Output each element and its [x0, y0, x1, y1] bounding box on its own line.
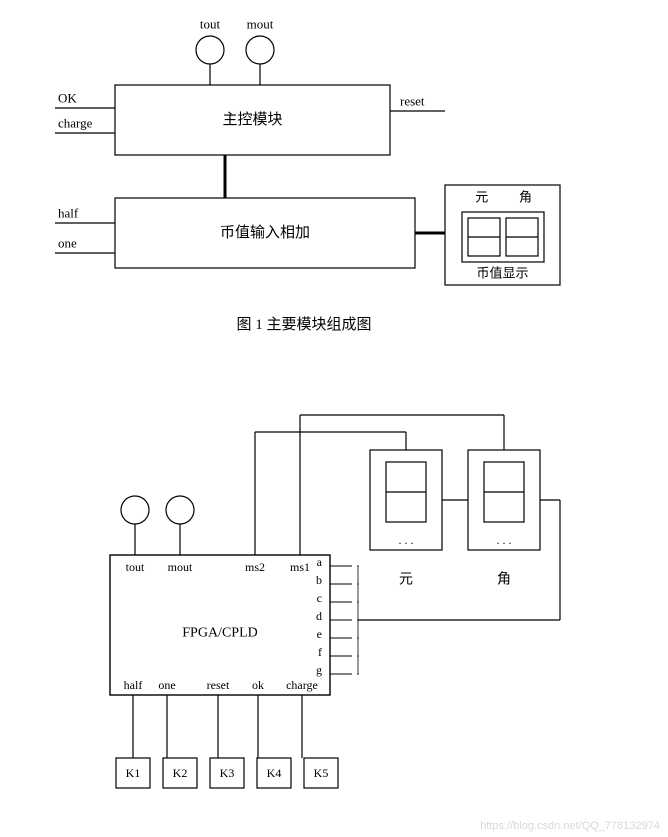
display-dots-jiao: . . .: [497, 533, 512, 547]
display-label-yuan: 元: [399, 573, 413, 588]
pin-charge: charge: [58, 116, 93, 131]
pin-OK: OK: [58, 91, 77, 106]
pin-reset: reset: [400, 94, 425, 109]
chip-pin-c: c: [317, 591, 322, 605]
watermark: https://blog.csdn.net/QQ_778132974: [480, 820, 660, 832]
button-label-K4: K4: [267, 766, 282, 780]
display-footer: 币值显示: [476, 266, 528, 281]
chip-pin-half: half: [124, 678, 143, 692]
chip-pin-g: g: [316, 663, 322, 677]
button-label-K1: K1: [126, 766, 141, 780]
display-header-jiao: 角: [519, 190, 532, 205]
chip-pin-one: one: [158, 678, 175, 692]
chip-pin-charge: charge: [286, 678, 318, 692]
chip-pin-tout: tout: [126, 560, 145, 574]
port-label-tout: tout: [200, 17, 221, 32]
fpga-chip-label: FPGA/CPLD: [182, 626, 257, 641]
pin-one: one: [58, 236, 77, 251]
port-label-mout: mout: [247, 17, 274, 32]
pin-half: half: [58, 206, 79, 221]
main-control-label: 主控模块: [222, 111, 282, 128]
chip-pin-ok: ok: [252, 678, 264, 692]
chip-pin-ms1: ms1: [290, 560, 310, 574]
display-dots-yuan: . . .: [399, 533, 414, 547]
chip-pin-reset: reset: [207, 678, 230, 692]
chip-pin-d: d: [316, 609, 322, 623]
button-label-K5: K5: [314, 766, 329, 780]
button-label-K3: K3: [220, 766, 235, 780]
coin-adder-label: 币值输入相加: [220, 224, 310, 241]
chip-pin-ms2: ms2: [245, 560, 265, 574]
display-header-yuan: 元: [475, 190, 488, 205]
display-label-jiao: 角: [497, 572, 511, 588]
chip-pin-e: e: [317, 627, 322, 641]
figure-1-caption: 图 1 主要模块组成图: [236, 316, 371, 333]
chip-pin-mout: mout: [168, 560, 193, 574]
chip-pin-f: f: [318, 645, 322, 659]
chip-pin-b: b: [316, 573, 322, 587]
chip-pin-a: a: [317, 555, 323, 569]
button-label-K2: K2: [173, 766, 188, 780]
canvas-bg: [0, 0, 668, 837]
